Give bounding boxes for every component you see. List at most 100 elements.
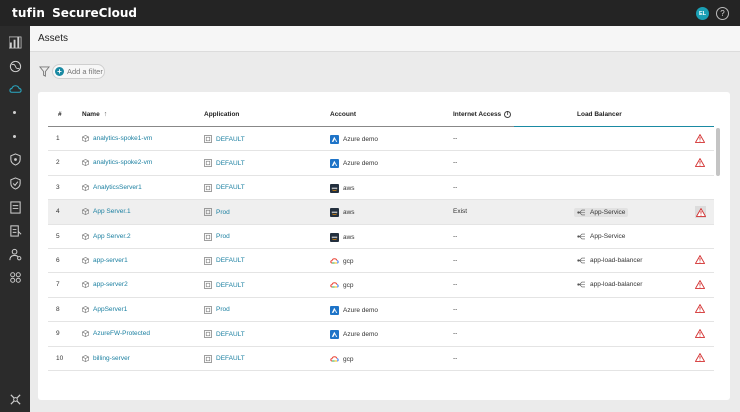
document-icon[interactable] — [8, 200, 22, 214]
shield-icon[interactable] — [8, 152, 22, 166]
table-row[interactable]: 7 app-server2 DEFAULT gcp -- app-load-balance… — [48, 273, 714, 298]
warning-icon[interactable] — [695, 279, 705, 289]
internet-access-cell: -- — [453, 159, 458, 167]
warning-icon[interactable] — [695, 207, 706, 217]
user-gear-icon[interactable] — [8, 247, 22, 261]
table-row[interactable]: 9 AzureFW-Protected DEFAULT Azure demo -- — [48, 322, 714, 347]
asset-name-link[interactable]: analytics-spoke2-vm — [82, 159, 152, 166]
application-link[interactable]: DEFAULT — [204, 135, 245, 143]
warning-icon-wrap[interactable] — [695, 353, 705, 363]
application-link[interactable]: Prod — [204, 208, 230, 217]
load-balancer-icon — [577, 282, 585, 288]
aws-icon — [330, 183, 339, 193]
warning-icon-wrap[interactable] — [695, 133, 705, 143]
header-account[interactable]: Account — [330, 111, 356, 118]
load-balancer-cell[interactable]: App-Service — [574, 208, 629, 218]
header-load-balancer[interactable]: Load Balancer — [577, 111, 622, 118]
sidebar-sub-dot[interactable] — [13, 135, 16, 138]
asset-name-link[interactable]: analytics-spoke1-vm — [82, 135, 152, 142]
load-balancer-icon — [577, 209, 585, 216]
application-link[interactable]: DEFAULT — [204, 183, 245, 192]
warning-icon-wrap[interactable] — [695, 328, 705, 338]
shield-check-icon[interactable] — [8, 176, 22, 190]
sidebar-sub-dot[interactable] — [13, 111, 16, 114]
warning-icon[interactable] — [695, 157, 705, 167]
settings-icon[interactable] — [8, 392, 22, 406]
vm-cube-icon — [82, 257, 89, 264]
application-link[interactable]: DEFAULT — [204, 159, 245, 168]
user-avatar[interactable]: EL — [696, 7, 709, 20]
filter-icon[interactable] — [39, 66, 50, 77]
application-link[interactable]: DEFAULT — [204, 257, 245, 265]
warning-cell[interactable] — [695, 255, 705, 265]
warning-cell[interactable] — [695, 328, 705, 338]
help-button[interactable]: ? — [716, 7, 729, 20]
asset-name-link[interactable]: App Server.2 — [82, 233, 131, 240]
warning-cell[interactable] — [695, 279, 705, 289]
warning-icon[interactable] — [695, 255, 705, 265]
warning-cell[interactable] — [695, 353, 705, 363]
load-balancer-cell[interactable]: app-load-balancer — [577, 257, 642, 264]
application-icon — [204, 305, 212, 314]
warning-icon[interactable] — [695, 328, 705, 338]
warning-cell[interactable] — [695, 133, 705, 143]
warning-cell[interactable] — [695, 304, 705, 314]
load-balancer-chip[interactable]: App-Service — [574, 208, 629, 218]
asset-name-link[interactable]: AzureFW-Protected — [82, 330, 150, 337]
warning-cell[interactable] — [695, 157, 705, 167]
row-number: 4 — [56, 208, 60, 216]
cloud-icon[interactable] — [8, 82, 22, 96]
application-link[interactable]: DEFAULT — [204, 354, 245, 363]
account-cell: gcp — [330, 281, 353, 290]
application-link[interactable]: DEFAULT — [204, 281, 245, 290]
clipboard-icon[interactable] — [8, 223, 22, 237]
application-icon — [204, 354, 212, 363]
scrollbar-thumb[interactable] — [716, 128, 720, 176]
tufin-logo[interactable]: tufin — [12, 6, 46, 20]
table-row[interactable]: 10 billing-server DEFAULT gcp -- — [48, 347, 714, 371]
asset-name-link[interactable]: AppServer1 — [82, 306, 127, 313]
asset-name-link[interactable]: app-server1 — [82, 257, 128, 264]
header-name[interactable]: Name ↑ — [82, 111, 108, 118]
info-icon[interactable]: i — [504, 111, 512, 118]
table-row[interactable]: 4 App Server.1 Prod aws Exist App-Service — [48, 200, 714, 225]
warning-icon-wrap[interactable] — [695, 157, 705, 167]
table-row[interactable]: 5 App Server.2 Prod aws -- App-Service — [48, 225, 714, 249]
load-balancer-cell[interactable]: App-Service — [577, 233, 625, 240]
warning-icon-wrap[interactable] — [695, 255, 705, 265]
vm-cube-icon — [82, 159, 89, 167]
internet-access-cell: -- — [453, 305, 458, 313]
sort-asc-icon[interactable]: ↑ — [103, 111, 108, 118]
application-link[interactable]: Prod — [204, 232, 230, 241]
asset-name-link[interactable]: App Server.1 — [82, 208, 131, 215]
application-link[interactable]: DEFAULT — [204, 330, 245, 338]
warning-icon[interactable] — [695, 353, 705, 362]
account-cell: aws — [330, 232, 355, 242]
table-row[interactable]: 2 analytics-spoke2-vm DEFAULT Azure demo -- — [48, 151, 714, 176]
table-row[interactable]: 8 AppServer1 Prod Azure demo -- — [48, 298, 714, 323]
warning-icon-wrap[interactable] — [695, 304, 705, 314]
asset-name-link[interactable]: AnalyticsServer1 — [82, 184, 142, 191]
table-row[interactable]: 1 analytics-spoke1-vm DEFAULT Azure demo -- — [48, 127, 714, 152]
warning-icon[interactable] — [695, 304, 705, 314]
account-cell: gcp — [330, 355, 353, 364]
asset-name-link[interactable]: app-server2 — [82, 281, 128, 288]
warning-icon-wrap[interactable] — [695, 279, 705, 289]
modules-icon[interactable] — [8, 270, 22, 284]
globe-icon[interactable] — [8, 59, 22, 73]
warning-cell[interactable] — [695, 206, 706, 219]
application-link[interactable]: Prod — [204, 305, 230, 314]
product-name: SecureCloud — [52, 6, 137, 20]
table-row[interactable]: 3 AnalyticsServer1 DEFAULT aws -- — [48, 176, 714, 201]
azure-icon — [330, 330, 339, 340]
asset-name-link[interactable]: billing-server — [82, 355, 130, 362]
load-balancer-cell[interactable]: app-load-balancer — [577, 281, 642, 288]
vm-cube-icon — [82, 208, 89, 216]
dashboard-icon[interactable] — [8, 35, 22, 49]
warning-icon[interactable] — [695, 133, 705, 143]
header-internet-access[interactable]: Internet Access i — [453, 111, 512, 118]
header-application[interactable]: Application — [204, 111, 240, 118]
add-filter-button[interactable]: + Add a filter — [52, 64, 105, 79]
table-row[interactable]: 6 app-server1 DEFAULT gcp -- app-load-balance… — [48, 249, 714, 274]
warning-icon-wrap[interactable] — [695, 206, 706, 219]
